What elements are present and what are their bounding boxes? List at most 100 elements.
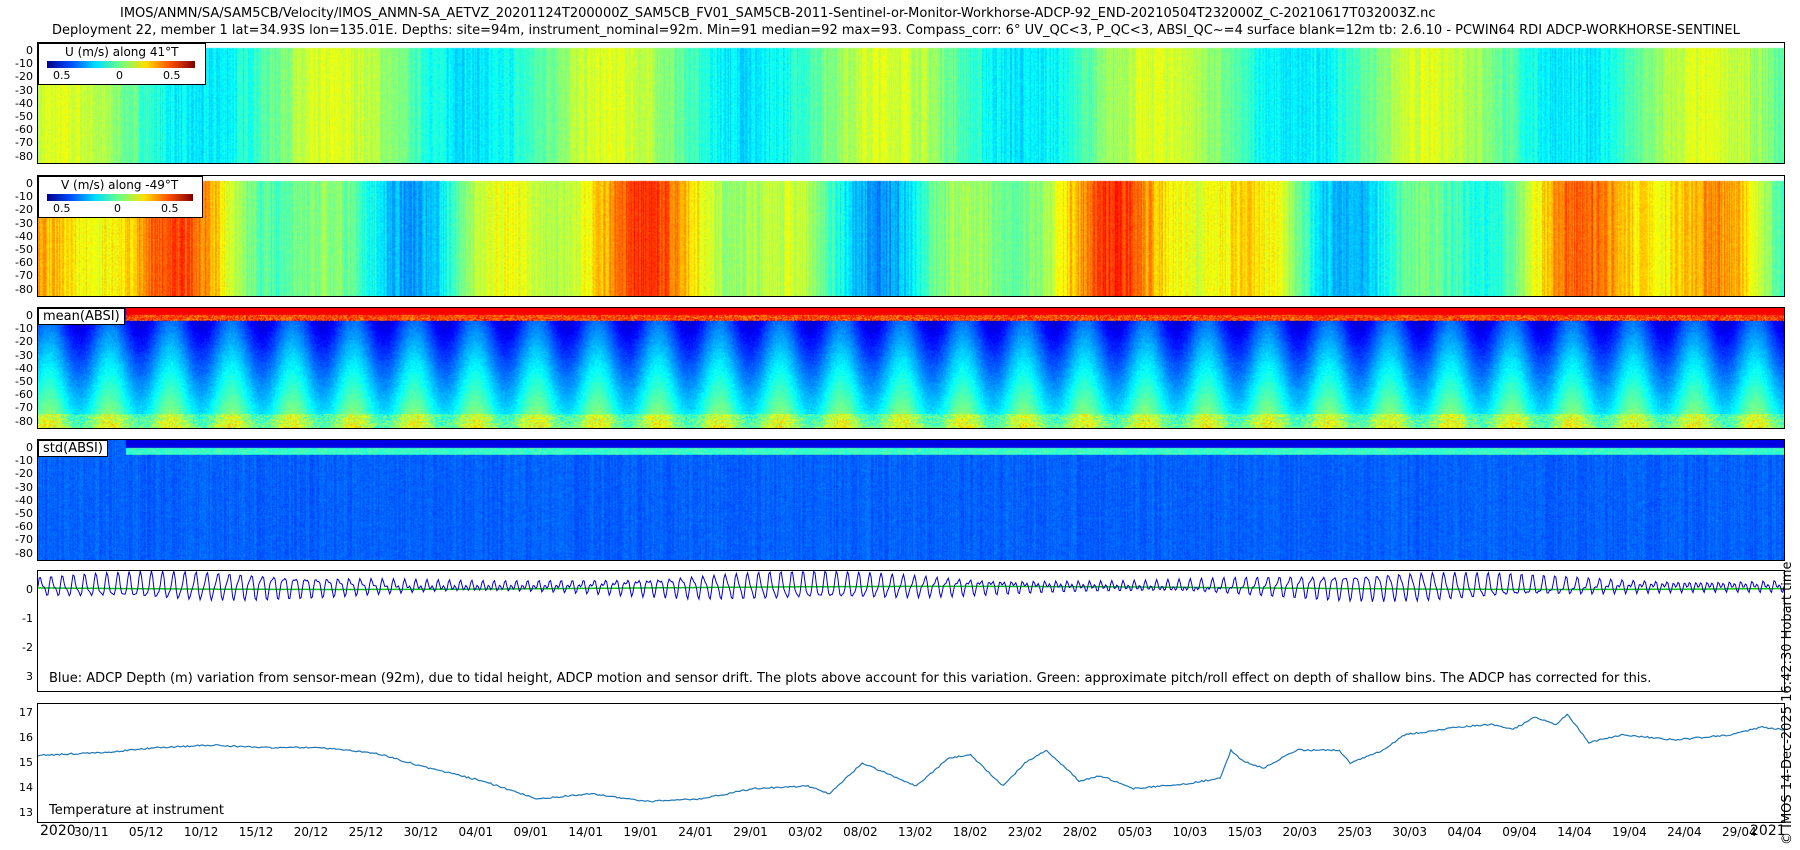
chart-subtitle-deployment: Deployment 22, member 1 lat=34.93S lon=1… xyxy=(52,23,1740,38)
u-colorbar xyxy=(47,61,195,68)
x-axis-tick: 20/12 xyxy=(293,825,329,839)
v-velocity-heatmap xyxy=(38,176,1784,296)
temp-ytick: 13 xyxy=(19,806,33,819)
depth-ytick: 0 xyxy=(26,309,33,322)
x-axis-tick: 05/12 xyxy=(128,825,164,839)
v-colorbar-legend: V (m/s) along -49°T 0.5 0 0.5 xyxy=(38,176,203,218)
depth-ytick: -60 xyxy=(15,256,33,270)
x-axis-tick: 20/03 xyxy=(1282,825,1318,839)
x-axis-tick: 19/04 xyxy=(1612,825,1647,839)
x-axis-tick: 13/02 xyxy=(898,825,933,839)
v-velocity-panel: V (m/s) along -49°T 0.5 0 0.5 xyxy=(37,175,1785,297)
depth-ytick: 0 xyxy=(26,177,33,190)
x-axis-year-start: 2020 xyxy=(40,823,76,839)
depth-ytick: 0 xyxy=(26,583,33,596)
temp-ytick: 15 xyxy=(19,756,33,769)
u-cbar-tick-mid: 0 xyxy=(116,69,123,82)
depth-ytick: -30 xyxy=(15,83,33,97)
mean-absi-label: mean(ABSI) xyxy=(38,308,125,325)
depth-ytick: -60 xyxy=(15,388,33,402)
depth-ytick: -80 xyxy=(15,414,33,428)
v-legend-title: V (m/s) along -49°T xyxy=(61,178,179,192)
depth-ytick: -50 xyxy=(15,243,33,256)
depth-ytick: 0 xyxy=(26,441,33,454)
x-axis-tick: 29/04 xyxy=(1722,825,1757,839)
depth-ytick: -50 xyxy=(15,110,33,123)
x-axis-tick: 15/12 xyxy=(238,825,274,839)
x-axis-tick: 24/04 xyxy=(1667,825,1702,839)
depth-ytick: -70 xyxy=(15,136,33,150)
x-axis-tick: 18/02 xyxy=(952,825,988,839)
depth-ytick: -30 xyxy=(15,348,33,362)
x-axis-tick: 30/11 xyxy=(74,825,109,839)
x-axis-tick: 28/02 xyxy=(1062,825,1098,839)
depth-ytick: -20 xyxy=(15,467,33,481)
depth-ytick: -70 xyxy=(15,401,33,415)
x-axis-tick: 09/04 xyxy=(1502,825,1537,839)
v-cbar-tick-left: 0.5 xyxy=(53,202,71,215)
v-cbar-tick-mid: 0 xyxy=(114,202,121,215)
chart-title-file: IMOS/ANMN/SA/SAM5CB/Velocity/IMOS_ANMN-S… xyxy=(120,6,1436,21)
depth-ytick: -40 xyxy=(15,361,33,375)
temperature-series-line xyxy=(38,713,1784,803)
u-cbar-tick-right: 0.5 xyxy=(163,69,181,82)
x-axis-tick: 29/01 xyxy=(733,825,768,839)
depth-ytick: 3 xyxy=(26,670,33,683)
u-velocity-heatmap xyxy=(38,43,1784,163)
depth-ytick: 0 xyxy=(26,44,33,57)
depth-ytick: -40 xyxy=(15,229,33,243)
depth-ytick: -10 xyxy=(15,454,33,468)
temp-ytick: 14 xyxy=(19,781,33,794)
x-axis-tick: 23/02 xyxy=(1007,825,1043,839)
x-axis-tick: 10/03 xyxy=(1172,825,1208,839)
std-absi-heatmap xyxy=(38,440,1784,560)
depth-ytick: -20 xyxy=(15,335,33,349)
temperature-plot xyxy=(38,713,1784,803)
depth-ytick: -10 xyxy=(15,190,33,204)
x-axis-tick: 14/01 xyxy=(568,825,603,839)
depth-ytick: -20 xyxy=(15,70,33,84)
x-axis-tick: 08/02 xyxy=(843,825,878,839)
x-axis-tick: 04/01 xyxy=(458,825,494,839)
x-axis-tick: 03/02 xyxy=(788,825,823,839)
x-axis-tick: 25/12 xyxy=(348,825,384,839)
depth-ytick: -80 xyxy=(15,149,33,163)
depth-variation-note: Blue: ADCP Depth (m) variation from sens… xyxy=(49,671,1652,686)
temperature-panel: Temperature at instrument xyxy=(37,703,1785,823)
x-axis-tick: 14/04 xyxy=(1557,825,1592,839)
depth-ytick: -30 xyxy=(15,216,33,230)
v-cbar-tick-right: 0.5 xyxy=(161,202,179,215)
u-legend-title: U (m/s) along 41°T xyxy=(65,45,179,59)
mean-absi-heatmap xyxy=(38,308,1784,428)
adcp-depth-series-line xyxy=(38,571,1784,603)
depth-variation-plot xyxy=(38,571,1784,603)
std-absi-panel: std(ABSI) xyxy=(37,439,1785,561)
x-axis-tick: 30/12 xyxy=(403,825,439,839)
temperature-label: Temperature at instrument xyxy=(49,803,224,818)
depth-ytick: -20 xyxy=(15,203,33,217)
depth-ytick: -10 xyxy=(15,57,33,71)
depth-ytick: -60 xyxy=(15,520,33,534)
depth-ytick: -40 xyxy=(15,493,33,507)
x-axis-tick: 05/03 xyxy=(1117,825,1153,839)
depth-ytick: -2 xyxy=(22,641,33,654)
x-axis-tick: 30/03 xyxy=(1392,825,1427,839)
x-axis-tick: 15/03 xyxy=(1227,825,1263,839)
imos-timestamp: © IMOS 14-Dec-2025 16:42:30 Hobart time xyxy=(1780,561,1795,845)
depth-ytick: -50 xyxy=(15,375,33,388)
depth-ytick: -30 xyxy=(15,480,33,494)
depth-ytick: -80 xyxy=(15,546,33,560)
x-axis-tick: 24/01 xyxy=(678,825,713,839)
temp-ytick: 16 xyxy=(19,731,33,744)
depth-ytick: -60 xyxy=(15,123,33,137)
depth-ytick: -70 xyxy=(15,533,33,547)
u-velocity-panel: U (m/s) along 41°T 0.5 0 0.5 xyxy=(37,42,1785,164)
std-absi-label: std(ABSI) xyxy=(38,440,108,457)
u-colorbar-legend: U (m/s) along 41°T 0.5 0 0.5 xyxy=(38,43,206,85)
x-axis-tick: 04/04 xyxy=(1447,825,1482,839)
depth-variation-panel: Blue: ADCP Depth (m) variation from sens… xyxy=(37,570,1785,692)
depth-ytick: -50 xyxy=(15,507,33,520)
depth-ytick: -70 xyxy=(15,269,33,283)
x-axis-tick: 09/01 xyxy=(513,825,549,839)
x-axis-tick: 19/01 xyxy=(623,825,658,839)
